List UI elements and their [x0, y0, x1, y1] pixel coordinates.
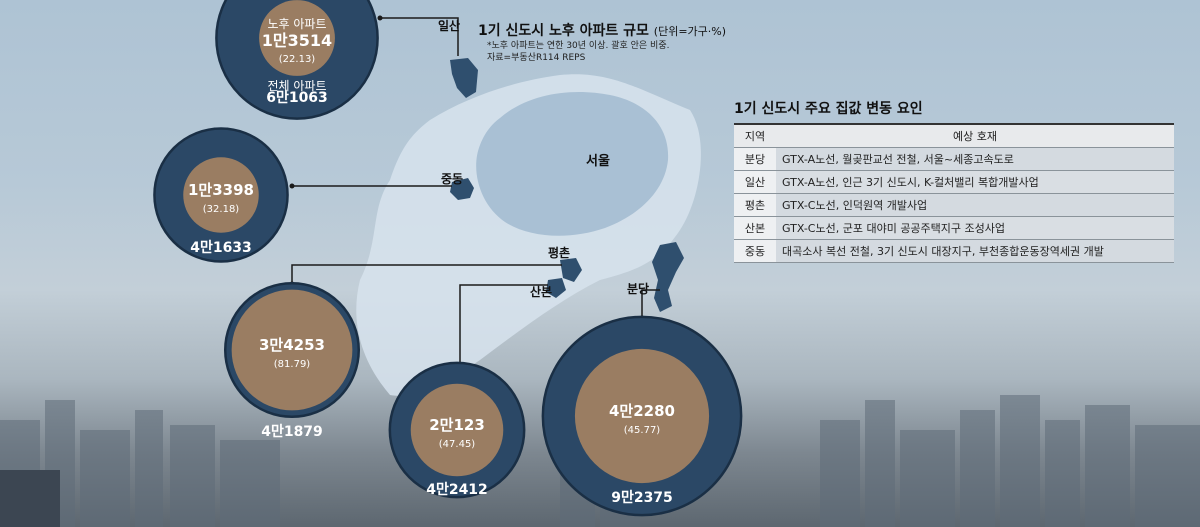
old-value-label: 2만123 — [429, 416, 485, 434]
factor-desc: GTX-A노선, 월곶판교선 전철, 서울~세종고속도로 — [776, 147, 1174, 171]
factor-desc: GTX-C노선, 인덕원역 개발사업 — [776, 193, 1174, 217]
total-series-label: 전체 아파트 — [267, 79, 326, 93]
sanbon-map-shape — [546, 278, 566, 298]
old-bubble — [183, 157, 259, 233]
factor-desc: GTX-C노선, 군포 대야미 공공주택지구 조성사업 — [776, 216, 1174, 240]
share-label: (47.45) — [439, 439, 476, 450]
seoul-label: 서울 — [586, 153, 610, 169]
chart-title-text: 1기 신도시 노후 아파트 규모 — [478, 23, 649, 39]
old-bubble — [231, 289, 353, 411]
bubble-4: 4만2280 (45.77) 9만2375 — [541, 315, 743, 517]
old-value-label: 1만3514 — [262, 31, 332, 50]
map-label: 분당 — [627, 281, 649, 296]
table-row: 일산 GTX-A노선, 인근 3기 신도시, K-컬처밸리 복합개발사업 — [734, 170, 1174, 194]
chart-footnote: *노후 아파트는 연한 30년 이상. 괄호 안은 비중. 자료=부동산R114… — [487, 40, 669, 64]
old-value-label: 1만3398 — [188, 181, 254, 199]
factor-table-header: 지역 예상 호재 — [734, 123, 1174, 148]
table-row: 분당 GTX-A노선, 월곶판교선 전철, 서울~세종고속도로 — [734, 147, 1174, 171]
table-row: 평촌 GTX-C노선, 인덕원역 개발사업 — [734, 193, 1174, 217]
pyeongchon-map-shape — [560, 258, 582, 282]
total-value-label: 9만2375 — [611, 490, 673, 506]
factor-region: 일산 — [734, 170, 776, 194]
seoul-map-shape — [476, 91, 669, 236]
leader-line — [380, 17, 459, 56]
total-value-label: 6만1063 — [266, 90, 328, 106]
chart-title: 1기 신도시 노후 아파트 규모 (단위=가구·%) — [478, 20, 726, 40]
table-row: 중동 대곡소사 복선 전철, 3기 신도시 대장지구, 부천종합운동장역세권 개… — [734, 239, 1174, 263]
factor-table: 지역 예상 호재 분당 GTX-A노선, 월곶판교선 전철, 서울~세종고속도로… — [734, 123, 1174, 263]
table-row: 산본 GTX-C노선, 군포 대야미 공공주택지구 조성사업 — [734, 216, 1174, 240]
share-label: (81.79) — [274, 359, 311, 370]
old-value-label: 3만4253 — [259, 336, 325, 354]
old-series-label: 노후 아파트 — [267, 17, 326, 31]
ilsan-map-shape — [450, 58, 478, 98]
factor-region: 분당 — [734, 147, 776, 171]
factor-region: 산본 — [734, 216, 776, 240]
factor-header-desc: 예상 호재 — [776, 123, 1174, 148]
leader-line — [291, 264, 562, 284]
bundang-map-shape — [652, 242, 684, 312]
factor-header-region: 지역 — [734, 123, 776, 148]
old-bubble — [410, 383, 504, 477]
foreground-building — [0, 470, 60, 527]
leader-dot — [377, 15, 383, 21]
old-bubble — [574, 348, 710, 484]
footnote-source: 자료=부동산R114 REPS — [487, 53, 586, 63]
factor-desc: 대곡소사 복선 전철, 3기 신도시 대장지구, 부천종합운동장역세권 개발 — [776, 239, 1174, 263]
total-value-label: 4만1633 — [190, 240, 252, 256]
map-label: 중동 — [441, 172, 463, 186]
factor-panel-title: 1기 신도시 주요 집값 변동 요인 — [734, 101, 923, 117]
bubble-3: 2만123 (47.45) 4만2412 — [388, 361, 526, 499]
leader-line — [641, 289, 660, 318]
old-value-label: 4만2280 — [609, 402, 675, 420]
skyline — [0, 395, 1200, 527]
total-value-label: 4만2412 — [426, 482, 488, 498]
share-label: (22.13) — [279, 54, 316, 65]
jungdong-map-shape — [450, 178, 474, 200]
factor-panel: 1기 신도시 주요 집값 변동 요인 지역 예상 호재 분당 GTX-A노선, … — [734, 98, 1174, 263]
map-label: 일산 — [438, 18, 460, 33]
share-label: (32.18) — [203, 204, 240, 215]
leader-dot — [289, 183, 295, 189]
share-label: (45.77) — [624, 425, 661, 436]
map-label: 산본 — [530, 284, 552, 299]
map-label: 평촌 — [548, 245, 570, 260]
factor-region: 중동 — [734, 239, 776, 263]
factor-desc: GTX-A노선, 인근 3기 신도시, K-컬처밸리 복합개발사업 — [776, 170, 1174, 194]
factor-region: 평촌 — [734, 193, 776, 217]
chart-unit: (단위=가구·%) — [653, 25, 727, 38]
old-bubble — [259, 0, 335, 76]
leader-line — [459, 284, 548, 365]
bubble-1: 1만3398 (32.18) 4만1633 — [153, 127, 289, 263]
bubble-2: 3만4253 (81.79) 4만1879 — [223, 281, 361, 440]
total-value-label: 4만1879 — [261, 424, 323, 440]
footnote-definition: *노후 아파트는 연한 30년 이상. 괄호 안은 비중. — [487, 41, 670, 51]
